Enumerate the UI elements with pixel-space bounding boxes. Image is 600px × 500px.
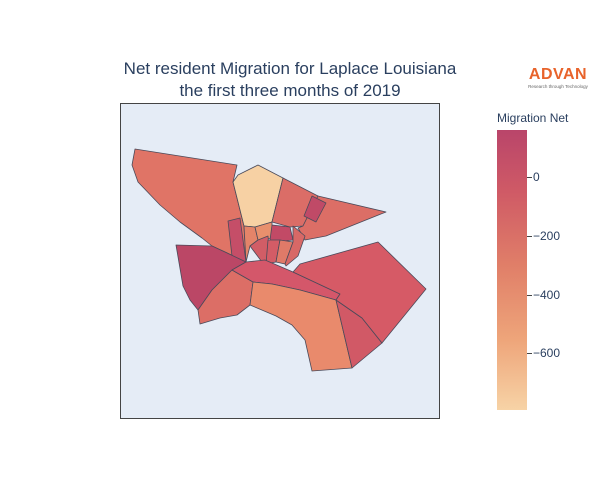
colorbar-tick-minus-400: −400 xyxy=(527,288,585,302)
colorbar-tick-label: 0 xyxy=(533,170,540,184)
colorbar-tick-0: 0 xyxy=(527,170,585,184)
map-region-east[interactable] xyxy=(292,241,427,344)
advan-logo-tagline: Research through Technology xyxy=(528,84,588,89)
colorbar-tick-minus-200: −200 xyxy=(527,229,585,243)
colorbar-tick-label: −200 xyxy=(533,229,561,243)
map-region-center-e[interactable] xyxy=(269,224,294,243)
map-region-center-h[interactable] xyxy=(284,225,306,267)
colorbar-tick-label: −400 xyxy=(533,288,561,302)
advan-logo-word: ADVAN xyxy=(528,66,588,83)
map-region-south-central[interactable] xyxy=(249,281,353,372)
colorbar-title: Migration Net xyxy=(497,111,569,125)
advan-logo: ADVAN Research through Technology xyxy=(528,66,588,90)
map-region-north-east-small[interactable] xyxy=(303,195,327,223)
map-title-line-1: Net resident Migration for Laplace Louis… xyxy=(123,59,457,78)
map-title: Net resident Migration for Laplace Louis… xyxy=(60,58,520,102)
colorbar-tick-label: −600 xyxy=(533,346,561,360)
map-title-line-2: the first three months of 2019 xyxy=(179,81,401,100)
colorbar-tick-minus-600: −600 xyxy=(527,346,585,360)
colorbar xyxy=(497,130,527,410)
